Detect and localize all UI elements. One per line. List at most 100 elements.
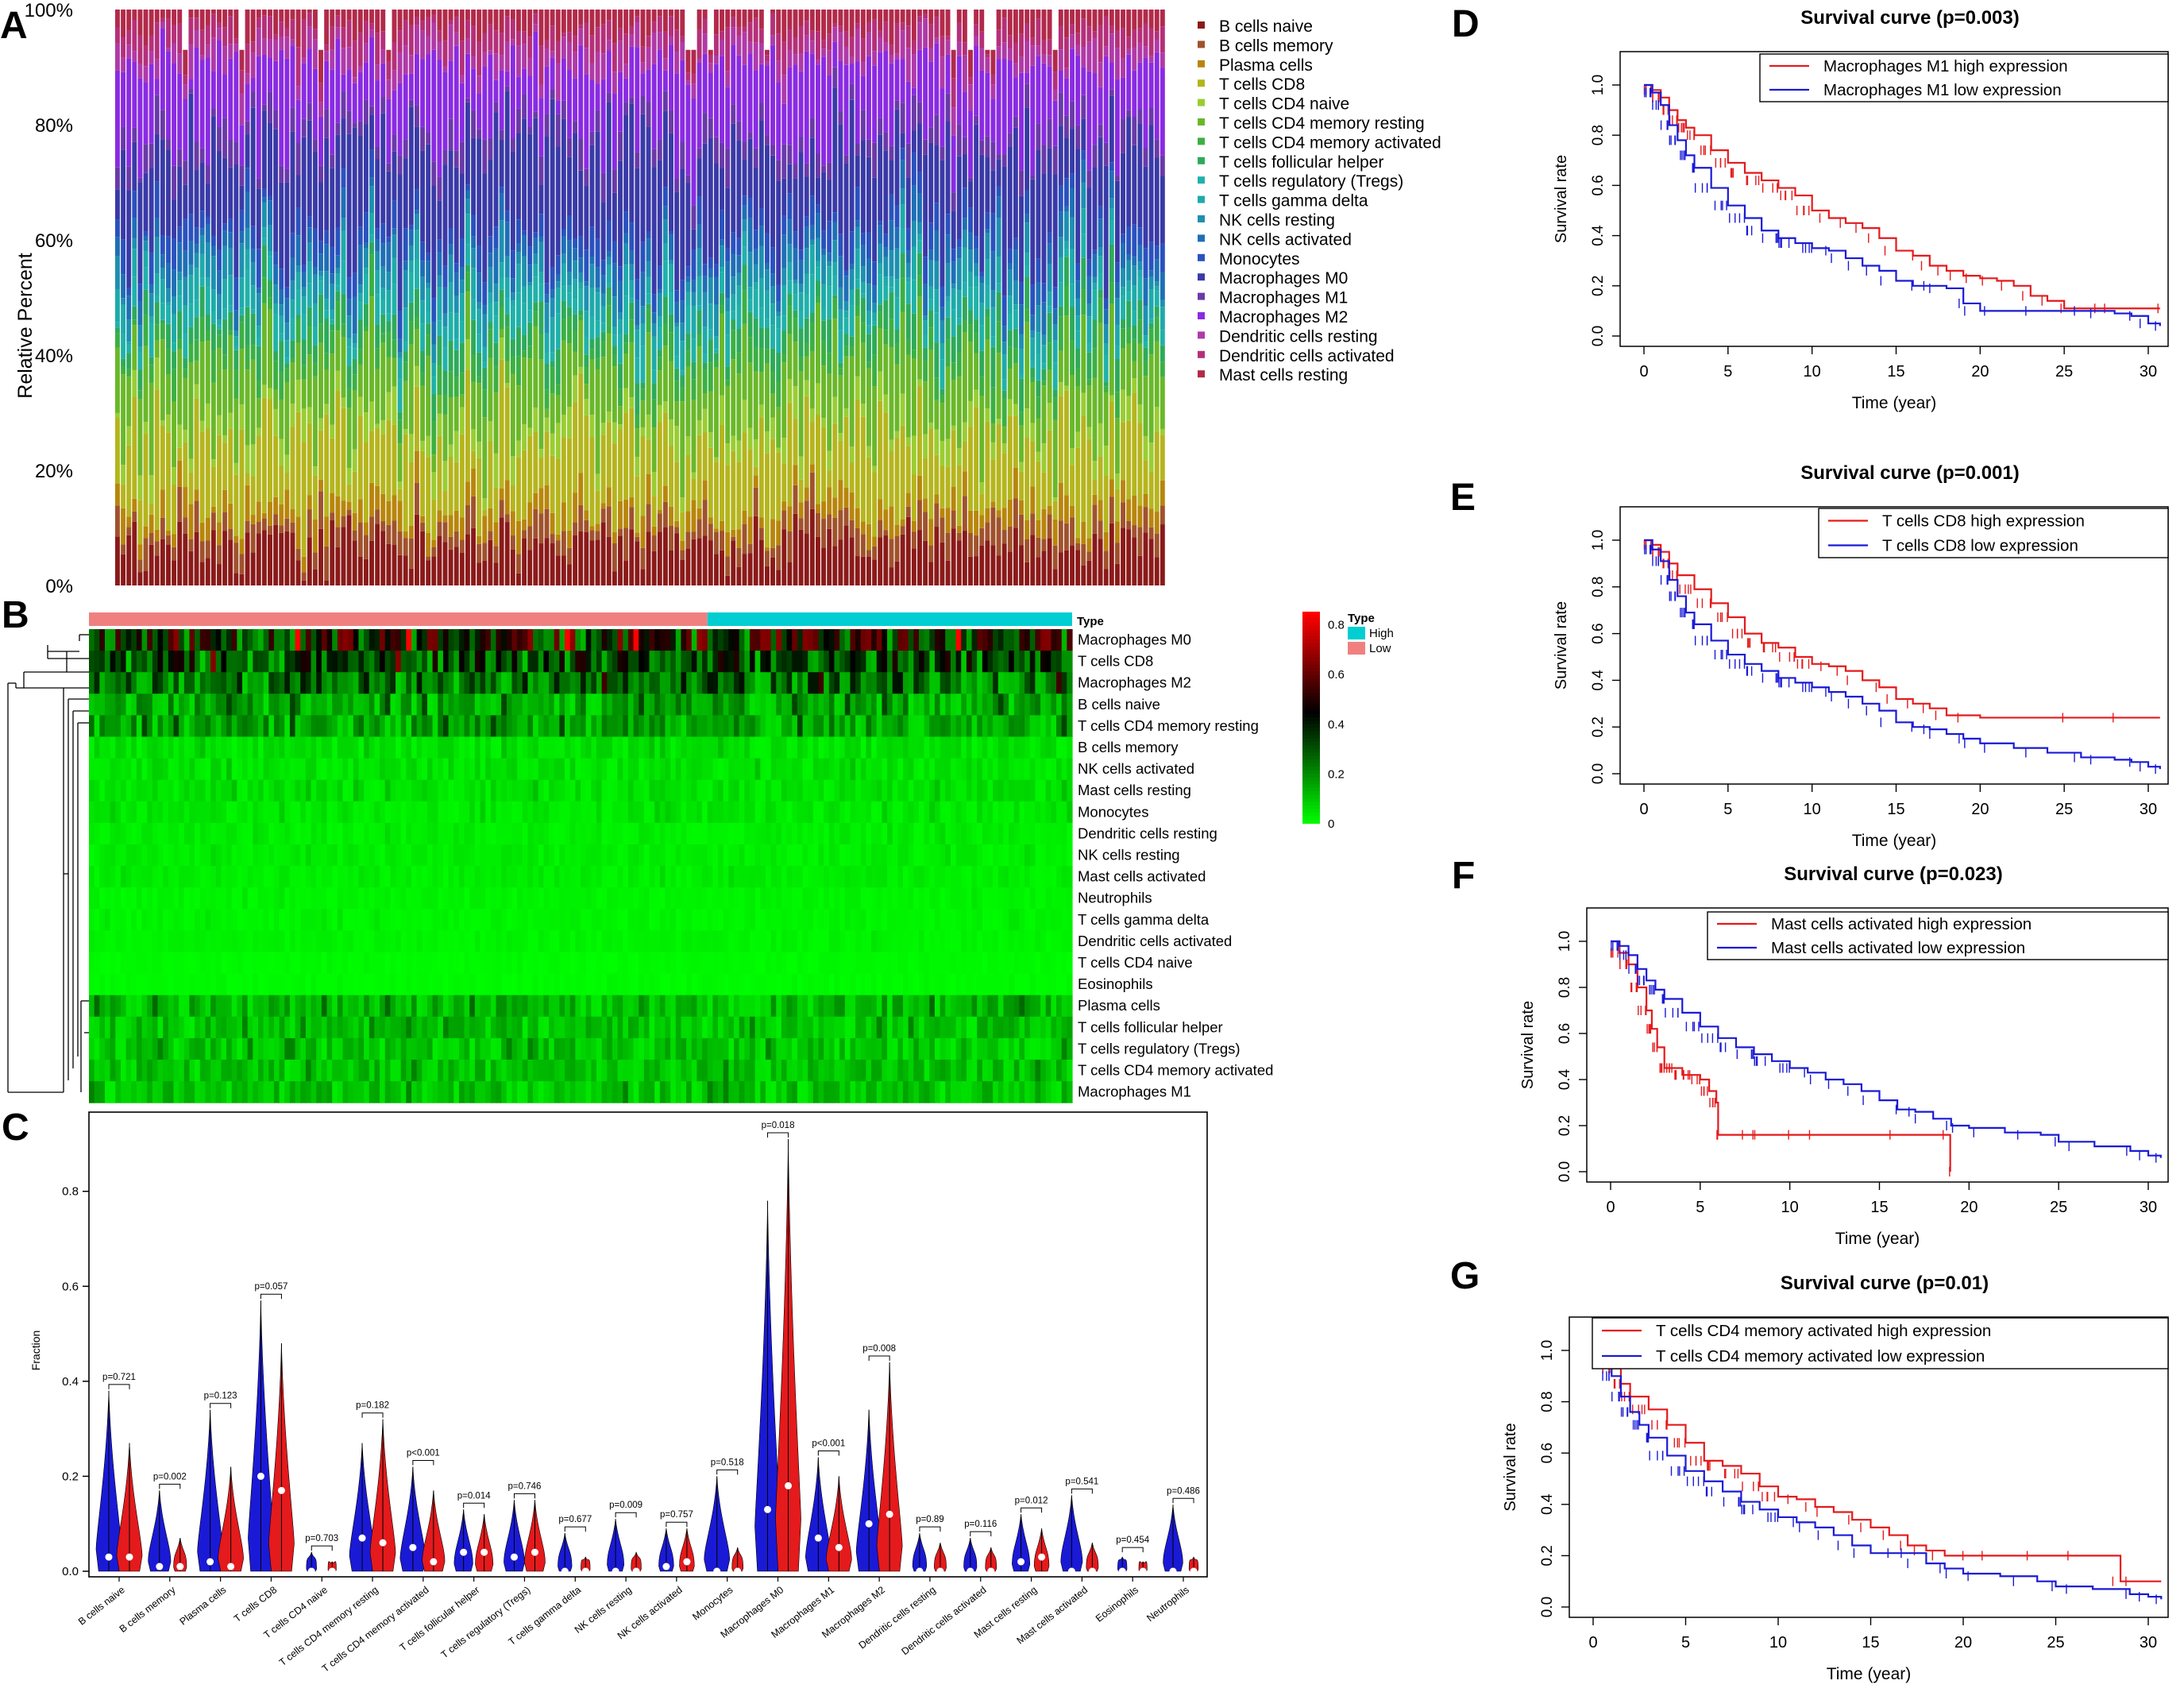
- panel-a-bar-segment: [567, 343, 572, 408]
- panel-a-bar-segment: [522, 256, 527, 287]
- panel-a-bar-segment: [318, 280, 323, 295]
- panel-b-heat-cell: [971, 629, 978, 651]
- panel-a-bar-segment: [956, 156, 962, 239]
- panel-a-bar-segment: [713, 367, 719, 458]
- panel-b-heat-cell: [554, 758, 560, 781]
- panel-b-heat-cell: [141, 715, 148, 737]
- panel-b-heat-cell: [147, 629, 153, 651]
- panel-b-heat-cell: [702, 651, 708, 673]
- panel-a-bar-segment: [832, 240, 838, 263]
- panel-a-bar-segment: [1109, 33, 1114, 63]
- panel-letter-E: E: [1450, 477, 1476, 519]
- panel-a-legend-swatch: [1198, 370, 1205, 378]
- panel-a-bar-segment: [1132, 224, 1137, 257]
- panel-a-bar-segment: [951, 192, 956, 211]
- panel-a-bar-segment: [753, 475, 758, 488]
- panel-a-bar-segment: [527, 126, 533, 134]
- panel-a-bar-segment: [623, 353, 629, 388]
- panel-a-bar-segment: [239, 554, 245, 574]
- panel-a-bar-segment: [1143, 347, 1148, 361]
- panel-a-bar-segment: [363, 99, 369, 125]
- panel-a-bar-segment: [731, 17, 736, 28]
- panel-a-bar-segment: [132, 191, 137, 218]
- panel-a-bar-segment: [996, 257, 1001, 284]
- panel-a-bar-segment: [1148, 28, 1154, 56]
- panel-a-bar-segment: [606, 92, 612, 102]
- panel-b-heat-cell: [654, 651, 661, 673]
- panel-a-bar-segment: [595, 10, 600, 28]
- panel-a-bar-segment: [1160, 428, 1165, 435]
- panel-a-bar-segment: [713, 10, 719, 35]
- panel-a-bar-segment: [318, 342, 323, 419]
- panel-a-bar-segment: [838, 362, 843, 369]
- panel-a-bar-segment: [522, 538, 527, 585]
- panel-a-bar-segment: [488, 236, 493, 253]
- panel-a-bar-segment: [369, 296, 374, 402]
- panel-a-bar-segment: [1070, 448, 1075, 465]
- panel-a-bar-segment: [747, 22, 753, 42]
- panel-a-bar-segment: [889, 292, 894, 319]
- panel-a-bar-segment: [256, 288, 261, 294]
- panel-a-bar-segment: [222, 74, 228, 118]
- panel-a-bar-segment: [318, 165, 323, 183]
- panel-a-bar-segment: [330, 353, 335, 425]
- panel-a-bar-segment: [911, 220, 916, 247]
- panel-b-heat-cell: [168, 758, 175, 781]
- panel-b-heat-cell: [426, 758, 434, 781]
- panel-a-bar-segment: [166, 349, 171, 375]
- panel-a-bar-segment: [499, 329, 504, 338]
- panel-a-bar-segment: [832, 276, 838, 296]
- panel-b-heat-cell: [390, 672, 396, 694]
- panel-a-bar-segment: [550, 89, 555, 99]
- panel-a-bar-segment: [900, 22, 905, 31]
- panel-a-bar-segment: [369, 29, 374, 37]
- panel-a-bar-segment: [414, 514, 419, 585]
- panel-a-bar-segment: [573, 522, 578, 535]
- panel-a-bar-segment: [662, 296, 668, 324]
- panel-b-heat-cell: [601, 779, 608, 802]
- panel-a-bar-segment: [363, 43, 369, 63]
- panel-b-heat-cell: [855, 629, 862, 651]
- panel-a-bar-segment: [883, 257, 889, 277]
- panel-a-bar-segment: [250, 249, 256, 263]
- panel-a-bar-segment: [256, 501, 261, 522]
- panel-a-bar-segment: [640, 73, 646, 96]
- panel-a-bar-segment: [160, 425, 165, 490]
- panel-a-bar-segment: [307, 495, 312, 510]
- panel-b-heat-cell: [426, 629, 434, 651]
- panel-a-bar-segment: [1092, 10, 1098, 32]
- panel-b-heat-cell: [284, 779, 291, 802]
- panel-a-bar-segment: [205, 183, 210, 217]
- panel-b-heat-cell: [221, 779, 227, 802]
- panel-a-bar-segment: [662, 261, 668, 297]
- panel-a-bar-segment: [770, 44, 776, 145]
- panel-a-bar-segment: [742, 290, 747, 324]
- panel-a-bar-segment: [1030, 382, 1036, 423]
- panel-b-heat-cell: [152, 758, 159, 781]
- panel-a-bar-segment: [261, 197, 267, 203]
- panel-b-heat-cell: [691, 651, 698, 673]
- panel-b-heat-cell: [1067, 672, 1073, 694]
- panel-a-bar-segment: [357, 415, 363, 500]
- panel-a-bar-segment: [578, 138, 584, 171]
- panel-b-heat-cell: [569, 629, 576, 651]
- panel-a-bar-segment: [318, 116, 323, 166]
- panel-b-heat-cell: [1013, 651, 1021, 673]
- panel-a-bar-segment: [753, 346, 758, 372]
- panel-b-heat-cell: [977, 715, 983, 737]
- panel-b-heat-cell: [882, 758, 888, 781]
- panel-b-heat-cell: [612, 672, 619, 694]
- panel-a-bar-segment: [533, 118, 538, 233]
- panel-a-bar-segment: [776, 316, 781, 329]
- panel-a-bar-segment: [1007, 551, 1013, 585]
- panel-a-bar-segment: [544, 363, 550, 390]
- panel-a-bar-segment: [318, 491, 323, 529]
- panel-b-heat-cell: [104, 693, 111, 716]
- panel-b-heat-cell: [971, 672, 978, 694]
- panel-a-bar-segment: [894, 248, 900, 280]
- panel-b-heat-cell: [718, 672, 724, 694]
- panel-a-bar-segment: [945, 560, 951, 585]
- panel-a-bar-segment: [1114, 10, 1120, 31]
- panel-a-bar-segment: [731, 27, 736, 45]
- panel-a-bar-segment: [426, 253, 431, 261]
